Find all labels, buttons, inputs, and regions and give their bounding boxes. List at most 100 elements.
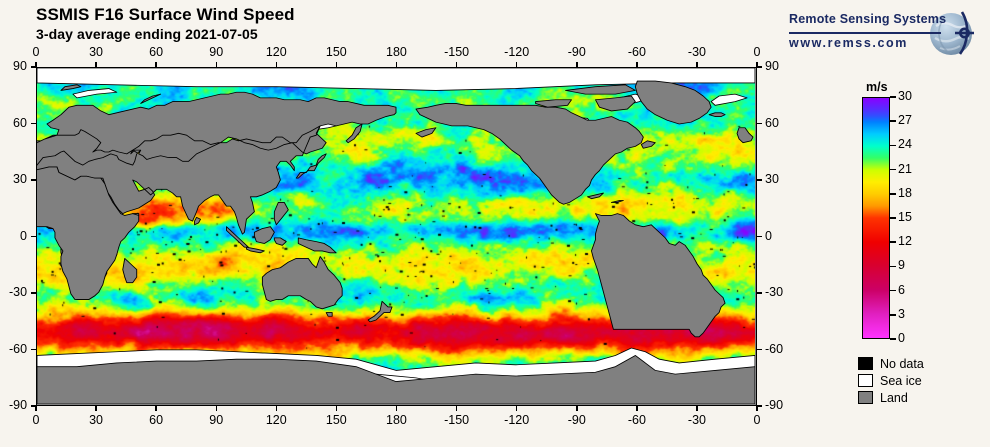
land-antarctica: [37, 355, 755, 404]
y-tick-label: 0: [20, 228, 27, 243]
x-tick-label-top: 150: [325, 45, 347, 59]
land-alaska-pen: [415, 127, 437, 138]
x-tick: [35, 406, 37, 411]
x-tick: [335, 406, 338, 411]
map-overlay: [37, 68, 755, 404]
colorbar-tick: [890, 96, 896, 98]
sea-ice-arctic-cap: [37, 68, 755, 91]
x-tick-top: [455, 62, 458, 67]
legend-item: No data: [858, 355, 924, 372]
x-tick-label-top: 60: [149, 45, 164, 59]
y-tick-right: [757, 66, 762, 68]
y-tick: [31, 122, 36, 125]
y-tick: [31, 179, 36, 181]
colorbar[interactable]: [862, 97, 890, 339]
x-tick-label-top: 30: [89, 45, 103, 59]
land-iceland: [708, 112, 726, 117]
x-tick-label: 90: [209, 413, 224, 427]
x-tick-label: 60: [149, 413, 164, 427]
x-tick: [215, 406, 217, 411]
land-north-america: [415, 103, 644, 205]
x-tick-label-top: 120: [265, 45, 287, 59]
x-tick-label: 120: [265, 413, 287, 427]
colorbar-tick-label: 15: [898, 210, 912, 224]
x-tick-label-top: -90: [567, 45, 586, 59]
page-subtitle: 3-day average ending 2021-07-05: [36, 26, 258, 42]
x-tick: [395, 406, 398, 411]
colorbar-tick-label: 3: [898, 306, 905, 321]
x-tick: [155, 406, 157, 411]
x-tick-label: -120: [504, 413, 530, 427]
land-africa: [37, 166, 140, 300]
x-tick-top: [636, 62, 638, 67]
x-tick-label: 180: [386, 413, 407, 427]
y-tick-right: [757, 122, 762, 125]
y-tick: [31, 292, 36, 294]
colorbar-tick: [890, 217, 896, 219]
land-baffin: [594, 95, 636, 112]
y-tick-label-right: -30: [765, 285, 784, 299]
wind-speed-map[interactable]: [36, 67, 757, 406]
legend-label: Sea ice: [880, 373, 922, 388]
legend-item: Sea ice: [858, 372, 924, 389]
y-tick: [31, 235, 36, 238]
x-tick: [696, 406, 698, 411]
land-new-guinea: [297, 237, 337, 254]
colorbar-tick-label: 0: [898, 331, 905, 345]
y-tick-label: 30: [13, 172, 27, 186]
colorbar-tick: [890, 241, 896, 243]
page-title: SSMIS F16 Surface Wind Speed: [36, 5, 295, 24]
x-tick-top: [275, 62, 278, 67]
colorbar-tick: [890, 168, 896, 171]
y-tick-label: -60: [9, 341, 28, 356]
colorbar-tick: [890, 289, 896, 292]
x-tick: [756, 406, 758, 411]
x-tick: [95, 406, 97, 411]
y-tick-right: [757, 179, 762, 181]
y-tick-label-right: 90: [765, 59, 779, 73]
globe-icon: [930, 11, 974, 55]
y-tick-label: 60: [13, 115, 27, 130]
x-tick: [515, 406, 518, 411]
land-australia: [261, 256, 343, 310]
legend-label: No data: [880, 356, 924, 371]
y-tick-label: -90: [9, 398, 28, 412]
x-tick-label-top: 0: [32, 45, 40, 59]
land-greenland: [634, 80, 712, 125]
x-tick-label: -90: [567, 413, 586, 427]
x-tick-label-top: 180: [386, 45, 407, 59]
y-tick-right: [757, 235, 762, 238]
land-ellesmere: [565, 84, 636, 95]
colorbar-tick: [890, 193, 896, 195]
x-tick-top: [215, 62, 217, 67]
remss-logo: Remote Sensing Systems www.remss.com: [789, 10, 974, 60]
colorbar-tick: [890, 144, 896, 147]
colorbar-tick-label: 30: [898, 89, 912, 103]
colorbar-tick-label: 18: [898, 185, 912, 200]
y-tick-label: -30: [9, 285, 28, 299]
land-india-sri: [194, 216, 201, 226]
x-tick-top: [395, 62, 398, 67]
colorbar-tick-label: 24: [898, 137, 912, 152]
x-tick-label-top: -150: [444, 45, 470, 59]
x-tick-label: 30: [89, 413, 103, 427]
land-south-america: [591, 213, 726, 338]
x-tick-top: [515, 62, 518, 67]
y-tick-right: [757, 405, 762, 407]
x-tick-label: -150: [444, 413, 470, 427]
sea-ice-barents: [72, 88, 118, 99]
x-tick-top: [576, 62, 578, 67]
y-tick: [31, 348, 36, 351]
colorbar-tick: [890, 120, 896, 122]
y-tick: [31, 405, 36, 407]
land-newfoundland: [640, 140, 656, 149]
y-tick-label-right: -60: [765, 341, 784, 356]
logo-org-name: Remote Sensing Systems: [789, 12, 947, 26]
land-novaya: [140, 93, 162, 104]
y-tick-label: 90: [13, 59, 27, 73]
y-tick-right: [757, 348, 762, 351]
x-tick-label-top: -60: [627, 45, 646, 59]
legend-swatch: [858, 374, 873, 387]
y-tick-label-right: -90: [765, 398, 784, 412]
